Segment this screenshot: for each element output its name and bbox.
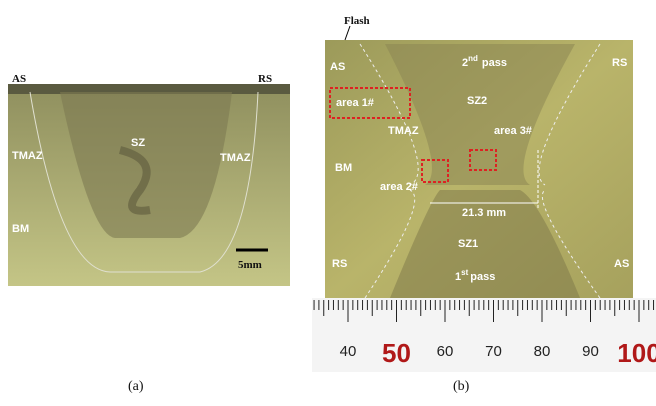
ruler-label: 40 — [340, 343, 357, 360]
label: AS — [330, 61, 345, 73]
label: RS — [332, 258, 347, 270]
label: area 2# — [380, 181, 418, 193]
label: RS — [258, 73, 272, 85]
arrow — [345, 26, 350, 40]
label: AS — [12, 73, 26, 85]
ruler-label: 100 — [617, 338, 656, 368]
label: area 1# — [336, 97, 374, 109]
caption: (a) — [128, 379, 144, 394]
label: SZ — [131, 137, 145, 149]
label: Flash — [344, 15, 370, 27]
label: TMAZ — [12, 150, 43, 162]
label: TMAZ — [220, 152, 251, 164]
label: BM — [335, 162, 352, 174]
label: BM — [12, 223, 29, 235]
ruler-label: 50 — [382, 338, 411, 368]
label: AS — [614, 258, 629, 270]
ruler-label: 70 — [485, 343, 502, 360]
label: SZ2 — [467, 95, 487, 107]
label: 5mm — [238, 259, 262, 271]
label-part: pass — [470, 271, 495, 283]
panel-a: AS RS SZ TMAZ TMAZ BM 5mm (a) — [8, 73, 290, 394]
label-part: st — [461, 268, 468, 277]
label-part: pass — [482, 57, 507, 69]
label: SZ1 — [458, 238, 478, 250]
ruler-label: 80 — [534, 343, 551, 360]
label: TMAZ — [388, 125, 419, 137]
label-part: nd — [468, 54, 478, 63]
label: RS — [612, 57, 627, 69]
ruler-label: 90 — [582, 343, 599, 360]
ruler-label: 60 — [437, 343, 454, 360]
figure: AS RS SZ TMAZ TMAZ BM 5mm (a) Flash AS R… — [0, 0, 656, 406]
caption: (b) — [453, 379, 470, 394]
label: area 3# — [494, 125, 532, 137]
label: 21.3 mm — [462, 207, 506, 219]
